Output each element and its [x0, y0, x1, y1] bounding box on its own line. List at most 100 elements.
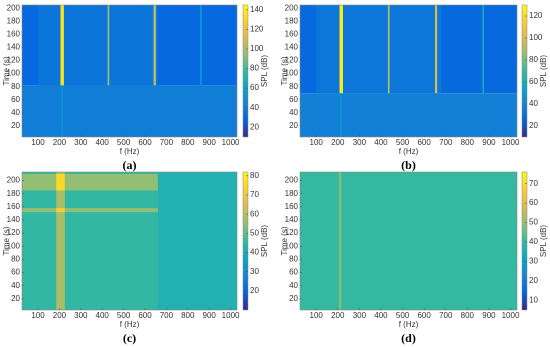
colorbar — [242, 4, 249, 138]
heat-cell — [56, 173, 65, 191]
heat-cell — [300, 93, 517, 137]
colorbar-tick-label: 140 — [250, 5, 264, 14]
y-tick-label: 40 — [11, 108, 20, 117]
plot-frame — [299, 4, 518, 138]
x-tick-label: 100 — [31, 311, 45, 320]
colorbar-tick-label: 80 — [250, 64, 259, 73]
colorbar-tick-label: 60 — [250, 83, 259, 92]
y-tick-label: 180 — [7, 16, 21, 25]
x-tick-label: 400 — [96, 138, 110, 147]
y-tick-label: 180 — [285, 189, 299, 198]
colorbar-tick-label: 20 — [529, 121, 538, 130]
heat-cell — [38, 5, 158, 86]
heat-cell — [61, 85, 63, 137]
y-tick-label: 80 — [289, 82, 298, 91]
x-tick-label: 300 — [74, 138, 88, 147]
colorbar — [242, 171, 249, 311]
x-tick-label: 500 — [396, 311, 410, 320]
y-tick-label: 120 — [7, 228, 21, 237]
y-tick-label: 20 — [289, 121, 298, 130]
y-tick-label: 20 — [289, 294, 298, 303]
x-tick-label: 900 — [482, 311, 496, 320]
colorbar-tick-label: 30 — [529, 257, 538, 266]
x-tick-label: 800 — [461, 138, 475, 147]
x-axis-label: f (Hz) — [399, 147, 419, 156]
x-tick-label: 300 — [74, 311, 88, 320]
colorbar-tick-label: 20 — [529, 276, 538, 285]
colorbar-tick-label: 50 — [529, 218, 538, 227]
x-tick-label: 700 — [160, 311, 174, 320]
colorbar-tick-label: 40 — [529, 99, 538, 108]
y-tick-label: 80 — [289, 255, 298, 264]
x-tick-label: 900 — [203, 138, 217, 147]
y-tick-label: 40 — [11, 281, 20, 290]
colorbar-tick-label: 40 — [250, 103, 259, 112]
heat-cell — [338, 172, 342, 310]
colorbar-tick-label: 50 — [250, 228, 259, 237]
panel-caption: (a) — [123, 158, 137, 172]
x-tick-label: 400 — [96, 311, 110, 320]
x-tick-label: 200 — [53, 138, 67, 147]
x-tick-label: 600 — [138, 138, 152, 147]
heat-cell — [22, 208, 158, 213]
colorbar-tick-label: 100 — [250, 44, 264, 53]
colorbar-tick-label: 30 — [250, 267, 259, 276]
colorbar-tick-label: 10 — [529, 295, 538, 304]
y-tick-label: 20 — [11, 294, 20, 303]
heat-cell — [153, 5, 156, 86]
heat-cell — [56, 172, 65, 310]
y-tick-label: 160 — [7, 30, 21, 39]
y-tick-label: 140 — [285, 215, 299, 224]
x-tick-label: 200 — [331, 138, 345, 147]
x-tick-label: 900 — [482, 138, 496, 147]
y-tick-label: 100 — [285, 241, 299, 250]
x-tick-label: 1000 — [502, 311, 520, 320]
x-axis-label: f (Hz) — [120, 320, 140, 329]
x-tick-label: 300 — [353, 138, 367, 147]
x-tick-label: 800 — [181, 138, 195, 147]
y-tick-label: 200 — [7, 176, 21, 185]
y-tick-label: 180 — [285, 16, 299, 25]
x-tick-label: 100 — [310, 311, 324, 320]
y-tick-label: 140 — [7, 215, 21, 224]
colorbar-tick-label: 80 — [529, 55, 538, 64]
heat-cell — [387, 5, 390, 94]
y-tick-label: 160 — [7, 202, 21, 211]
y-axis-label: Time (s) — [2, 226, 11, 255]
heat-cell — [60, 5, 64, 86]
x-tick-label: 700 — [439, 138, 453, 147]
y-tick-label: 60 — [289, 268, 298, 277]
colorbar-tick-label: 70 — [529, 179, 538, 188]
x-tick-label: 600 — [417, 138, 431, 147]
x-tick-label: 100 — [31, 138, 45, 147]
x-tick-label: 600 — [417, 311, 431, 320]
colorbar — [521, 171, 528, 311]
y-tick-label: 100 — [7, 69, 21, 78]
heat-cell — [340, 93, 342, 137]
y-tick-label: 100 — [285, 69, 299, 78]
y-tick-label: 40 — [289, 108, 298, 117]
colorbar-tick-label: 20 — [250, 286, 259, 295]
heat-cell — [316, 5, 442, 94]
y-tick-label: 200 — [285, 176, 299, 185]
y-tick-label: 180 — [7, 189, 21, 198]
y-tick-label: 20 — [11, 121, 20, 130]
y-axis-label: Time (s) — [280, 226, 289, 255]
plot-frame — [299, 171, 518, 311]
y-tick-label: 60 — [11, 268, 20, 277]
x-tick-label: 800 — [181, 311, 195, 320]
x-tick-label: 1000 — [222, 311, 240, 320]
colorbar-label: SPL (dB) — [539, 55, 548, 87]
colorbar-label: SPL (dB) — [260, 55, 269, 87]
x-tick-label: 400 — [374, 311, 388, 320]
y-tick-label: 160 — [285, 202, 299, 211]
x-tick-label: 600 — [138, 311, 152, 320]
y-tick-label: 40 — [289, 281, 298, 290]
plot-frame — [21, 4, 238, 138]
y-tick-label: 100 — [7, 241, 21, 250]
heat-cell — [22, 85, 237, 137]
colorbar-tick-label: 60 — [529, 198, 538, 207]
colorbar-label: SPL (dB) — [260, 225, 269, 257]
colorbar-tick-label: 40 — [529, 237, 538, 246]
y-tick-label: 60 — [289, 95, 298, 104]
